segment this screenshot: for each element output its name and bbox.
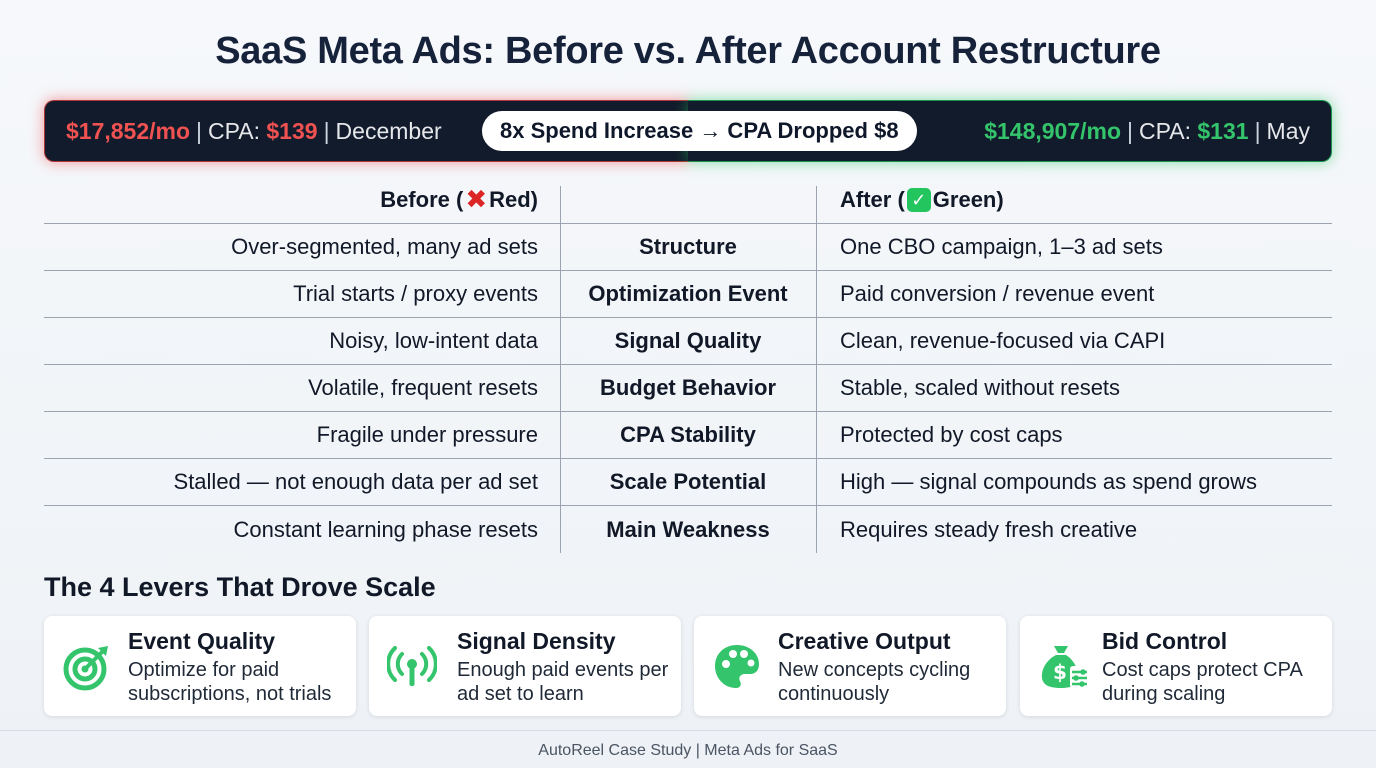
before-cell: Fragile under pressure: [316, 422, 538, 447]
levers-cards: Event Quality Optimize for paid subscrip…: [44, 616, 1334, 716]
lever-title: Creative Output: [778, 628, 951, 654]
lever-title: Bid Control: [1102, 628, 1228, 654]
after-cell: High — signal compounds as spend grows: [840, 469, 1258, 494]
before-spend: $17,852/mo: [66, 118, 191, 144]
table-row: Noisy, low-intent data Signal Quality Clea…: [44, 318, 1332, 365]
header-after-suffix: Green): [932, 186, 1004, 212]
before-cell: Volatile, frequent resets: [308, 375, 538, 400]
dimension-cell: Scale Potential: [609, 469, 767, 494]
before-cell: Over-segmented, many ad sets: [231, 234, 538, 259]
before-cell: Noisy, low-intent data: [329, 328, 538, 353]
check-mark-icon: ✓: [906, 187, 931, 212]
after-cpa: $131: [1197, 118, 1249, 144]
table-row: Trial starts / proxy events Optimization …: [44, 271, 1332, 318]
after-cpa-label: CPA:: [1139, 118, 1191, 144]
lever-title: Signal Density: [457, 628, 616, 654]
table-header-row: Before (✖ Red) After (✓ Green): [44, 176, 1332, 224]
dimension-cell: Budget Behavior: [599, 375, 777, 400]
table-divider-right: [816, 186, 817, 553]
before-cell: Trial starts / proxy events: [293, 281, 538, 306]
lever-desc: Enough paid events per ad set to learn: [457, 659, 669, 705]
before-cell: Constant learning phase resets: [233, 516, 538, 542]
header-before-suffix: Red): [489, 186, 538, 212]
dimension-cell: CPA Stability: [620, 422, 756, 447]
table-row: Volatile, frequent resets Budget Behavior…: [44, 365, 1332, 412]
before-month: December: [335, 118, 442, 144]
after-spend: $148,907/mo: [984, 118, 1122, 144]
palette-icon: [715, 645, 759, 688]
after-cell: Clean, revenue-focused via CAPI: [840, 328, 1166, 353]
after-cell: One CBO campaign, 1–3 ad sets: [840, 234, 1163, 259]
lever-card-bid-control: $ Bid Control Cost caps protect CPA duri…: [1020, 616, 1332, 716]
header-before-prefix: Before (: [380, 186, 464, 212]
lever-card-event-quality: Event Quality Optimize for paid subscrip…: [44, 616, 356, 716]
header-dimension: [560, 176, 816, 223]
lever-desc: New concepts cycling continuously: [778, 659, 971, 705]
dimension-cell: Signal Quality: [614, 328, 762, 353]
summary-banner: $17,852/mo | CPA: $139 | December 8x Spend I…: [44, 100, 1332, 162]
banner-before-stats: $17,852/mo | CPA: $139 | December: [66, 118, 442, 144]
cross-mark-icon: ✖: [465, 184, 488, 214]
lever-title: Event Quality: [128, 628, 275, 654]
footer-credit: AutoReel Case Study | Meta Ads for SaaS: [0, 730, 1376, 768]
header-after-prefix: After (: [840, 186, 905, 212]
after-cell: Paid conversion / revenue event: [840, 281, 1155, 306]
levers-title: The 4 Levers That Drove Scale: [44, 572, 436, 602]
banner-after-stats: $148,907/mo | CPA: $131 | May: [984, 118, 1310, 144]
svg-text:$: $: [1053, 660, 1067, 684]
dimension-cell: Structure: [639, 234, 737, 259]
table-row: Fragile under pressure CPA Stability Prote…: [44, 412, 1332, 459]
before-cpa: $139: [266, 118, 318, 144]
lever-desc: Cost caps protect CPA during scaling: [1102, 659, 1302, 705]
after-cell: Protected by cost caps: [840, 422, 1063, 447]
lever-card-signal-density: Signal Density Enough paid events per ad…: [369, 616, 681, 716]
banner-center-pill: 8x Spend Increase → CPA Dropped $8: [482, 111, 917, 151]
comparison-table: Before (✖ Red) After (✓ Green) Over-segm…: [44, 176, 1332, 553]
lever-desc: Optimize for paid subscriptions, not tri…: [128, 659, 332, 705]
money-bag-sliders-icon: $: [1041, 646, 1088, 688]
dimension-cell: Main Weakness: [606, 516, 770, 542]
lever-card-creative-output: Creative Output New concepts cycling con…: [694, 616, 1006, 716]
table-divider-left: [560, 186, 561, 553]
table-row: Constant learning phase resets Main Weakn…: [44, 506, 1332, 553]
header-before: Before (✖ Red): [44, 176, 560, 223]
page-title: SaaS Meta Ads: Before vs. After Account …: [215, 30, 1161, 72]
after-cell: Stable, scaled without resets: [840, 375, 1121, 400]
signal-antenna-icon: [387, 646, 437, 686]
before-cpa-label: CPA:: [208, 118, 260, 144]
after-month: May: [1266, 118, 1310, 144]
header-after: After (✓ Green): [816, 176, 1332, 223]
table-row: Stalled — not enough data per ad set Scal…: [44, 459, 1332, 506]
target-icon: [63, 646, 108, 691]
dimension-cell: Optimization Event: [588, 281, 788, 306]
after-cell: Requires steady fresh creative: [840, 516, 1138, 542]
table-row: Over-segmented, many ad sets Structure One…: [44, 224, 1332, 271]
before-cell: Stalled — not enough data per ad set: [173, 469, 538, 494]
